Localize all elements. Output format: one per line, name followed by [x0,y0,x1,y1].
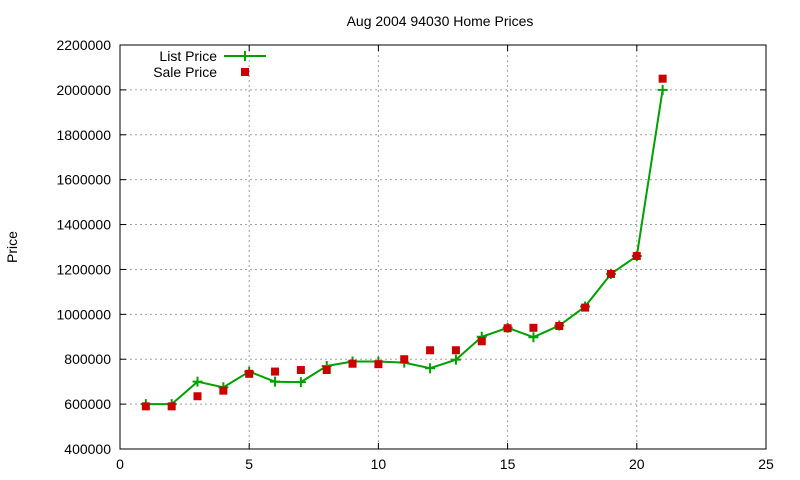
grid [120,45,766,449]
x-tick-label: 10 [371,456,387,472]
data-point [296,365,305,374]
data-point [555,322,564,331]
data-point [245,369,254,378]
data-point [271,367,280,376]
data-point [658,74,667,83]
y-tick-label: 1800000 [56,127,111,143]
data-point [192,376,203,387]
x-tick-label: 20 [629,456,645,472]
data-point [219,386,228,395]
chart-title: Aug 2004 94030 Home Prices [347,13,534,29]
y-tick-label: 2000000 [56,82,111,98]
data-point [425,363,436,374]
data-point [632,251,641,260]
series-sale-price [141,74,667,411]
legend-label: List Price [159,48,217,64]
y-tick-label: 600000 [64,396,111,412]
y-tick-label: 800000 [64,351,111,367]
data-point [193,392,202,401]
data-point [322,365,331,374]
y-tick-label: 400000 [64,441,111,457]
data-point [374,360,383,369]
data-point [400,355,409,364]
legend-point-swatch [240,51,250,61]
y-tick-label: 2200000 [56,37,111,53]
data-point [451,346,460,355]
legend-label: Sale Price [153,64,217,80]
x-tick-label: 0 [116,456,124,472]
data-point [657,84,668,95]
x-tick-label: 15 [500,456,516,472]
data-point [528,332,539,343]
data-point [450,354,461,365]
y-tick-label: 1600000 [56,172,111,188]
x-tick-label: 25 [758,456,774,472]
data-point [295,377,306,388]
data-point [529,323,538,332]
y-axis-label: Price [4,231,20,263]
data-point [167,402,176,411]
data-point [426,346,435,355]
data-point [270,376,281,387]
data-point [581,303,590,312]
data-point [141,402,150,411]
y-tick-label: 1000000 [56,306,111,322]
x-tick-label: 5 [245,456,253,472]
series-group [140,74,668,411]
data-point [348,359,357,368]
data-point [503,324,512,333]
y-tick-label: 1400000 [56,217,111,233]
axis-ticks: 400000 600000 800000 1000000 1200000 1400000 1… [56,37,774,472]
data-point [606,269,615,278]
plot-frame [119,44,767,450]
legend-point-swatch [241,68,249,76]
y-tick-label: 1200000 [56,261,111,277]
data-point [477,337,486,346]
